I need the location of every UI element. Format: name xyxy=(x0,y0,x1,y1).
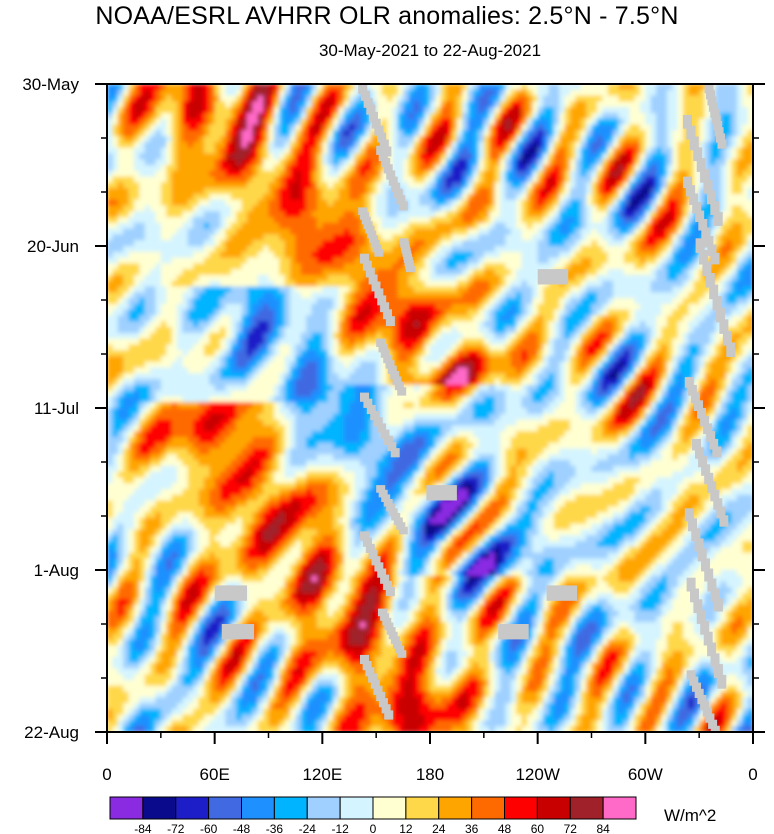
colorbar-swatch xyxy=(439,797,472,819)
colorbar-swatch xyxy=(603,797,636,819)
x-tick-label: 60W xyxy=(628,765,663,784)
colorbar-label: -36 xyxy=(266,822,284,834)
colorbar-label: 24 xyxy=(432,822,446,834)
colorbar-label: 72 xyxy=(564,822,578,834)
y-tick-label: 22-Aug xyxy=(24,723,79,742)
x-tick-label: 120W xyxy=(515,765,559,784)
colorbar-label: -24 xyxy=(299,822,317,834)
colorbar-swatch xyxy=(274,797,307,819)
anomaly-field xyxy=(107,84,754,733)
colorbar-swatch xyxy=(176,797,209,819)
colorbar-swatch xyxy=(570,797,603,819)
colorbar-label: 0 xyxy=(370,822,377,834)
colorbar-swatch xyxy=(307,797,340,819)
colorbar-swatch xyxy=(110,797,143,819)
colorbar-label: 36 xyxy=(465,822,479,834)
y-tick-label: 11-Jul xyxy=(34,399,79,418)
x-axis: 0 60E 120E 180 120W 60W 0 xyxy=(102,732,757,784)
colorbar-swatch xyxy=(373,797,406,819)
colorbar-label: -72 xyxy=(167,822,185,834)
colorbar-swatch xyxy=(406,797,439,819)
colorbar-label: 84 xyxy=(596,822,610,834)
hovmoller-chart: 30-May 20-Jun 11-Jul 1-Aug 22-Aug 0 60E 120E 18… xyxy=(0,0,774,834)
colorbar-swatch xyxy=(242,797,275,819)
colorbar-swatch xyxy=(209,797,242,819)
colorbar-label: -48 xyxy=(233,822,251,834)
colorbar-label: 48 xyxy=(498,822,512,834)
y-tick-label: 1-Aug xyxy=(34,561,79,580)
x-tick-label: 120E xyxy=(302,765,342,784)
colorbar-label: -84 xyxy=(134,822,152,834)
colorbar-label: 60 xyxy=(531,822,545,834)
colorbar-swatch xyxy=(143,797,176,819)
colorbar: -84 -72 -60 -48 -36 -24 -12 0 12 24 36 48 60 72 84 xyxy=(110,797,636,834)
colorbar-label: -60 xyxy=(200,822,218,834)
colorbar-swatch xyxy=(537,797,570,819)
colorbar-units: W/m^2 xyxy=(664,806,716,826)
y-tick-label: 30-May xyxy=(22,75,79,94)
colorbar-swatch xyxy=(340,797,373,819)
colorbar-swatch xyxy=(505,797,538,819)
colorbar-label: -12 xyxy=(331,822,349,834)
x-tick-label: 0 xyxy=(102,765,111,784)
colorbar-swatch xyxy=(472,797,505,819)
colorbar-label: 12 xyxy=(399,822,413,834)
x-tick-label: 0 xyxy=(748,765,757,784)
x-tick-label: 60E xyxy=(200,765,230,784)
x-tick-label: 180 xyxy=(416,765,444,784)
y-tick-label: 20-Jun xyxy=(27,237,79,256)
